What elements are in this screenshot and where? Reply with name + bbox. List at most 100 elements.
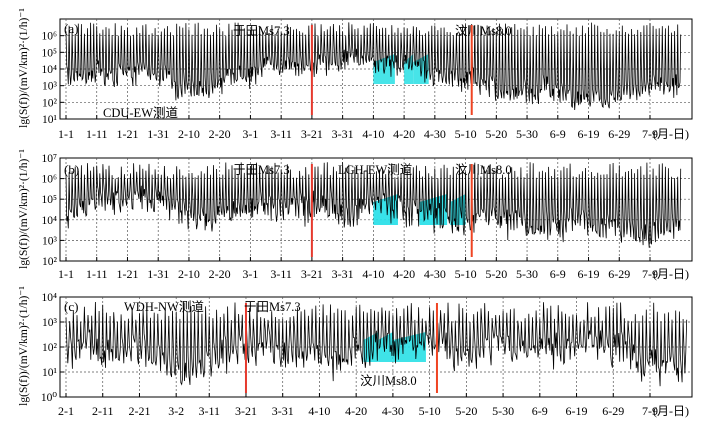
panel-c-series-line xyxy=(65,301,688,387)
x-tick-label: 7-9 xyxy=(642,404,658,418)
event-label: 汶川Ms8.0 xyxy=(455,23,512,38)
anomaly-fill xyxy=(373,194,398,225)
anomaly-fill xyxy=(363,332,379,362)
x-tick-label: 3-1 xyxy=(242,267,258,281)
x-tick-label: 3-31 xyxy=(332,127,354,141)
x-tick-label: 3-31 xyxy=(272,404,294,418)
x-tick-label: 6-29 xyxy=(608,267,630,281)
panel-b-station-label: LGH-EW测道 xyxy=(338,163,413,177)
x-unit-label: (月-日) xyxy=(653,127,689,141)
x-tick-label: 4-30 xyxy=(424,127,446,141)
x-tick-label: 4-20 xyxy=(345,404,367,418)
x-tick-label: 2-20 xyxy=(209,127,231,141)
panel-c-yticks: 10⁰ 10¹ 10² 10³ 10⁴ xyxy=(41,292,64,404)
x-tick-label: 4-10 xyxy=(308,404,330,418)
x-tick-label: 6-19 xyxy=(578,267,600,281)
x-tick-label: 6-19 xyxy=(566,404,588,418)
x-tick-label: 3-11 xyxy=(270,267,292,281)
x-unit-label: (月-日) xyxy=(653,267,689,281)
x-tick-label: 5-10 xyxy=(455,127,477,141)
panel-a-series-line xyxy=(65,22,682,111)
x-tick-label: 4-20 xyxy=(393,127,415,141)
x-tick-label: 6-9 xyxy=(532,404,548,418)
x-tick-label: 2-10 xyxy=(178,127,200,141)
x-tick-label: 7-9 xyxy=(642,127,658,141)
event-label: 于田Ms7.3 xyxy=(233,24,290,38)
panel-a-events: 于田Ms7.3 汶川Ms8.0 xyxy=(233,23,512,115)
x-tick-label: 6-9 xyxy=(550,127,566,141)
x-tick-label: 1-11 xyxy=(86,267,108,281)
x-tick-label: 5-10 xyxy=(419,404,441,418)
x-tick-label: 5-20 xyxy=(485,127,507,141)
x-tick-label: 3-21 xyxy=(301,127,323,141)
y-tick-label: 10⁵ xyxy=(41,47,57,59)
panel-b-events: 于田Ms7.3 汶川Ms8.0 xyxy=(233,162,512,257)
event-label: 汶川Ms8.0 xyxy=(455,162,512,177)
x-tick-label: 4-10 xyxy=(362,267,384,281)
x-tick-label: 5-30 xyxy=(516,267,538,281)
y-tick-label: 10² xyxy=(42,256,58,268)
panel-a-label: (a) xyxy=(64,21,78,36)
x-tick-label: 6-19 xyxy=(578,127,600,141)
event-label: 于田Ms7.3 xyxy=(244,300,301,314)
x-tick-label: 2-10 xyxy=(178,267,200,281)
panel-b-label: (b) xyxy=(64,162,79,177)
y-tick-label: 10⁶ xyxy=(41,174,57,186)
x-tick-label: 3-21 xyxy=(301,267,323,281)
y-tick-label: 10⁷ xyxy=(41,153,57,165)
anomaly-fill xyxy=(378,332,393,362)
panel-b-yticks: 10² 10³ 10⁴ 10⁵ 10⁶ 10⁷ xyxy=(41,153,64,268)
x-tick-label: 2-1 xyxy=(58,404,74,418)
panel-a-xticks: 1-1 1-11 1-21 1-31 2-10 2-20 3-1 3-11 3-21 3-31 4-… xyxy=(58,115,689,141)
event-label: 汶川Ms8.0 xyxy=(360,373,417,388)
y-tick-label: 10⁶ xyxy=(41,31,57,43)
panel-c-label: (c) xyxy=(64,299,78,314)
y-tick-label: 10³ xyxy=(42,81,58,93)
x-tick-label: 3-11 xyxy=(198,404,220,418)
x-tick-label: 5-20 xyxy=(455,404,477,418)
event-label: 于田Ms7.3 xyxy=(233,163,290,177)
x-tick-label: 1-21 xyxy=(116,127,138,141)
x-tick-label: 1-1 xyxy=(58,127,74,141)
x-tick-label: 6-9 xyxy=(550,267,566,281)
panel-b-frame xyxy=(59,157,693,262)
panel-a-station-label: CDU-EW测道 xyxy=(103,106,178,120)
y-tick-label: 10⁵ xyxy=(41,194,57,206)
x-tick-label: 5-30 xyxy=(492,404,514,418)
x-tick-label: 3-11 xyxy=(270,127,292,141)
x-tick-label: 2-21 xyxy=(128,404,150,418)
x-tick-label: 1-31 xyxy=(147,267,169,281)
x-tick-label: 2-20 xyxy=(209,267,231,281)
panel-b-xticks: 1-1 1-11 1-21 1-31 2-10 2-20 3-1 3-11 3-21 3-31 4-… xyxy=(58,257,689,281)
panel-c-events: 于田Ms7.3 汶川Ms8.0 xyxy=(244,300,438,393)
y-tick-label: 10⁴ xyxy=(41,215,57,227)
y-tick-label: 10⁰ xyxy=(41,392,58,404)
x-tick-label: 4-20 xyxy=(393,267,415,281)
x-tick-label: 4-10 xyxy=(362,127,384,141)
x-tick-label: 3-31 xyxy=(332,267,354,281)
ylabel-a: lg(S(f))/(mV/km)²·(1/h)⁻¹ xyxy=(18,8,30,128)
y-tick-label: 10⁴ xyxy=(41,64,57,76)
panel-c-station-label: WDH-NW测道 xyxy=(124,300,204,314)
x-tick-label: 3-2 xyxy=(168,404,184,418)
ylabel-b: lg(S(f))/(mV/km)²·(1/h)⁻¹ xyxy=(18,149,30,269)
y-tick-label: 10¹ xyxy=(42,367,58,379)
x-tick-label: 5-20 xyxy=(485,267,507,281)
x-tick-label: 5-10 xyxy=(455,267,477,281)
x-tick-label: 3-21 xyxy=(235,404,257,418)
x-tick-label: 4-30 xyxy=(424,267,446,281)
y-tick-label: 10¹ xyxy=(42,114,58,126)
x-tick-label: 1-21 xyxy=(116,267,138,281)
x-tick-label: 5-30 xyxy=(516,127,538,141)
y-tick-label: 10² xyxy=(42,97,58,109)
x-unit-label: (月-日) xyxy=(653,404,689,418)
y-tick-label: 10³ xyxy=(42,235,58,247)
x-tick-label: 6-29 xyxy=(608,127,630,141)
y-tick-label: 10³ xyxy=(42,317,58,329)
x-tick-label: 3-1 xyxy=(242,127,258,141)
x-tick-label: 4-30 xyxy=(382,404,404,418)
x-tick-label: 2-11 xyxy=(92,404,114,418)
